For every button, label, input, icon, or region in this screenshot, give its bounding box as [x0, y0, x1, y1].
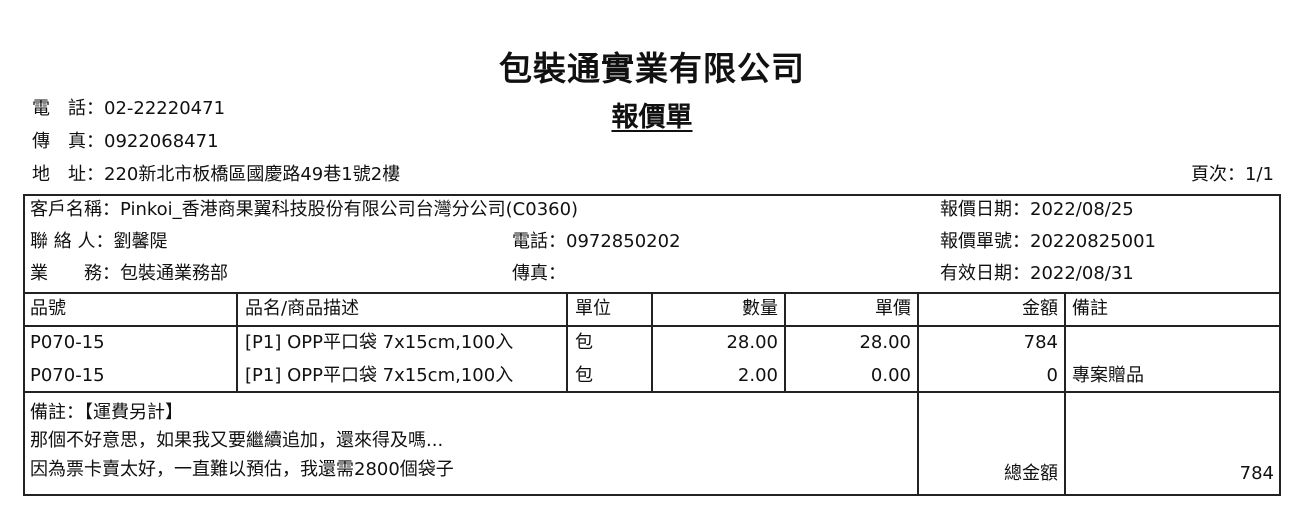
divider [784, 292, 786, 392]
divider [917, 292, 919, 496]
company-fax: 傳 真：0922068471 [32, 131, 219, 152]
item-unit: 包 [575, 332, 593, 353]
item-remark: 專案贈品 [1072, 365, 1144, 386]
company-address: 地 址：220新北市板橋區國慶路49巷1號2樓 [32, 164, 401, 185]
item-description: [P1] OPP平口袋 7x15cm,100入 [245, 332, 514, 353]
header-amount: 金額 [1022, 298, 1058, 319]
notes-line: 那個不好意思，如果我又要繼續追加，還來得及嗎... [30, 430, 444, 451]
header-item-no: 品號 [30, 298, 66, 319]
item-unit-price: 28.00 [859, 332, 911, 353]
header-unit-price: 單價 [875, 298, 911, 319]
item-no: P070-15 [30, 332, 105, 353]
item-unit: 包 [575, 365, 593, 386]
company-name: 包裝通實業有限公司 [499, 49, 805, 88]
notes-line: 因為票卡賣太好，一直難以預估，我還需2800個袋子 [30, 459, 454, 480]
page-number: 頁次：1/1 [1191, 164, 1274, 185]
item-quantity: 28.00 [726, 332, 778, 353]
customer-contact: 聯 絡 人：劉馨隄 [30, 231, 168, 252]
company-phone: 電 話：02-22220471 [32, 98, 226, 119]
notes-line: 備註：【運費另計】 [30, 402, 183, 423]
total-label: 總金額 [1004, 463, 1058, 484]
header-remark: 備註 [1072, 298, 1108, 319]
header-description: 品名/商品描述 [245, 298, 360, 319]
item-amount: 0 [1046, 365, 1058, 386]
total-amount: 784 [1239, 463, 1274, 484]
header-quantity: 數量 [742, 298, 778, 319]
item-quantity: 2.00 [737, 365, 778, 386]
item-no: P070-15 [30, 365, 105, 386]
valid-date: 有效日期：2022/08/31 [940, 263, 1134, 284]
divider [1064, 292, 1066, 496]
quote-number: 報價單號：20220825001 [940, 231, 1156, 252]
document-title: 報價單 [611, 102, 693, 133]
customer-name: 客戶名稱：Pinkoi_香港商果翼科技股份有限公司台灣分公司(C0360) [30, 199, 579, 220]
customer-sales: 業 務：包裝通業務部 [30, 263, 228, 284]
divider [236, 292, 238, 392]
customer-fax: 傳真： [512, 263, 566, 284]
item-unit-price: 0.00 [870, 365, 911, 386]
divider [651, 292, 653, 392]
divider [566, 292, 568, 392]
divider [23, 391, 1281, 393]
quote-frame [23, 194, 1281, 496]
item-description: [P1] OPP平口袋 7x15cm,100入 [245, 365, 514, 386]
quote-date: 報價日期：2022/08/25 [940, 199, 1134, 220]
item-amount: 784 [1023, 332, 1058, 353]
header-unit: 單位 [575, 298, 611, 319]
customer-phone: 電話：0972850202 [512, 231, 681, 252]
